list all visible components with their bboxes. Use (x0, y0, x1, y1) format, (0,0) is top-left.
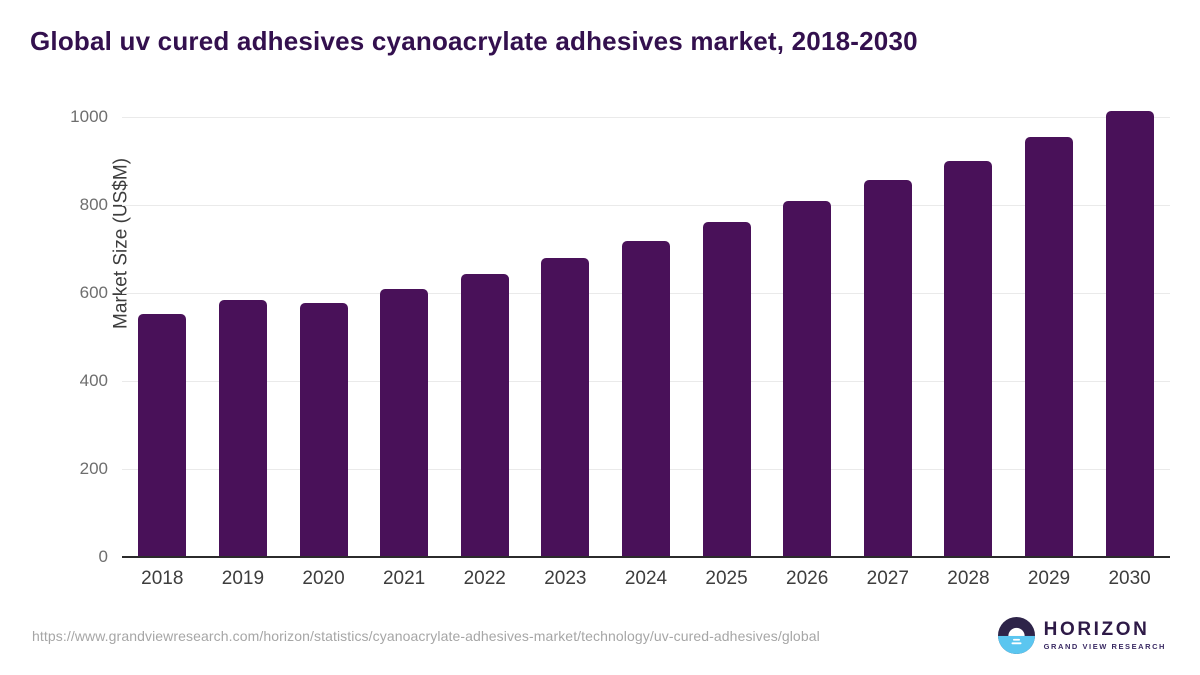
y-tick-label: 1000 (70, 106, 108, 126)
bar-slot (364, 100, 445, 558)
x-axis-labels: 2018 2019 2020 2021 2022 2023 2024 2025 2026 2027… (122, 568, 1170, 590)
x-tick-label: 2018 (141, 568, 184, 589)
bar-2021 (380, 288, 429, 558)
y-tick-label: 600 (79, 282, 108, 302)
bar-slot (203, 100, 284, 558)
bar-2022 (460, 273, 509, 558)
plot-area: 0 200 400 600 800 1000 (70, 100, 1170, 566)
bar-2023 (541, 257, 590, 558)
logo-name: HORIZON (1043, 619, 1150, 641)
bar-slot (525, 100, 606, 558)
y-tick-label: 400 (79, 370, 108, 390)
bar-slot (767, 100, 848, 558)
gridline (122, 116, 1170, 118)
x-tick-label: 2023 (544, 568, 587, 589)
x-tick-label: 2020 (302, 568, 345, 589)
logo-text: HORIZON GRAND VIEW RESEARCH (1044, 620, 1166, 651)
x-axis-line (122, 556, 1170, 558)
gridline (122, 204, 1170, 206)
bar-slot (606, 100, 687, 558)
bar-slot (444, 100, 525, 558)
bars-row (122, 100, 1170, 558)
page-title: Global uv cured adhesives cyanoacrylate … (30, 26, 918, 56)
bar-slot (283, 100, 364, 558)
bar-slot (928, 100, 1009, 558)
bar-slot (1009, 100, 1090, 558)
bar-2019 (218, 299, 267, 558)
x-tick-label: 2028 (947, 568, 990, 589)
y-tick-label: 800 (79, 194, 108, 214)
bar-2020 (299, 302, 348, 558)
bar-slot (122, 100, 203, 558)
horizon-logo-icon (997, 617, 1035, 654)
x-tick-label: 2024 (624, 568, 668, 589)
logo-subtitle: GRAND VIEW RESEARCH (1043, 641, 1166, 651)
bar-2025 (702, 221, 751, 558)
x-tick-label: 2030 (1108, 568, 1151, 589)
bar-2029 (1025, 137, 1073, 558)
bar-slot (1089, 100, 1170, 558)
y-tick-label: 0 (98, 547, 108, 566)
bar-chart: 0 200 400 600 800 1000 2018 2019 2020 2021 2022 20… (70, 100, 1170, 589)
bar-2018 (138, 314, 187, 558)
bar-slot (847, 100, 928, 558)
x-tick-label: 2027 (866, 568, 909, 589)
x-tick-label: 2029 (1027, 568, 1071, 589)
bar-slot (686, 100, 767, 558)
horizon-logo: HORIZON GRAND VIEW RESEARCH (997, 617, 1166, 654)
bar-2027 (863, 180, 912, 558)
y-tick-label: 200 (79, 458, 108, 478)
bar-2030 (1105, 111, 1154, 558)
x-tick-label: 2022 (463, 568, 506, 589)
bar-2026 (783, 201, 832, 558)
source-url: https://www.grandviewresearch.com/horizo… (32, 628, 820, 644)
x-tick-label: 2019 (221, 568, 265, 589)
x-tick-label: 2026 (786, 568, 829, 589)
bar-2028 (944, 161, 993, 558)
x-tick-label: 2021 (382, 568, 426, 589)
bar-2024 (621, 241, 670, 558)
x-tick-label: 2025 (705, 568, 748, 589)
